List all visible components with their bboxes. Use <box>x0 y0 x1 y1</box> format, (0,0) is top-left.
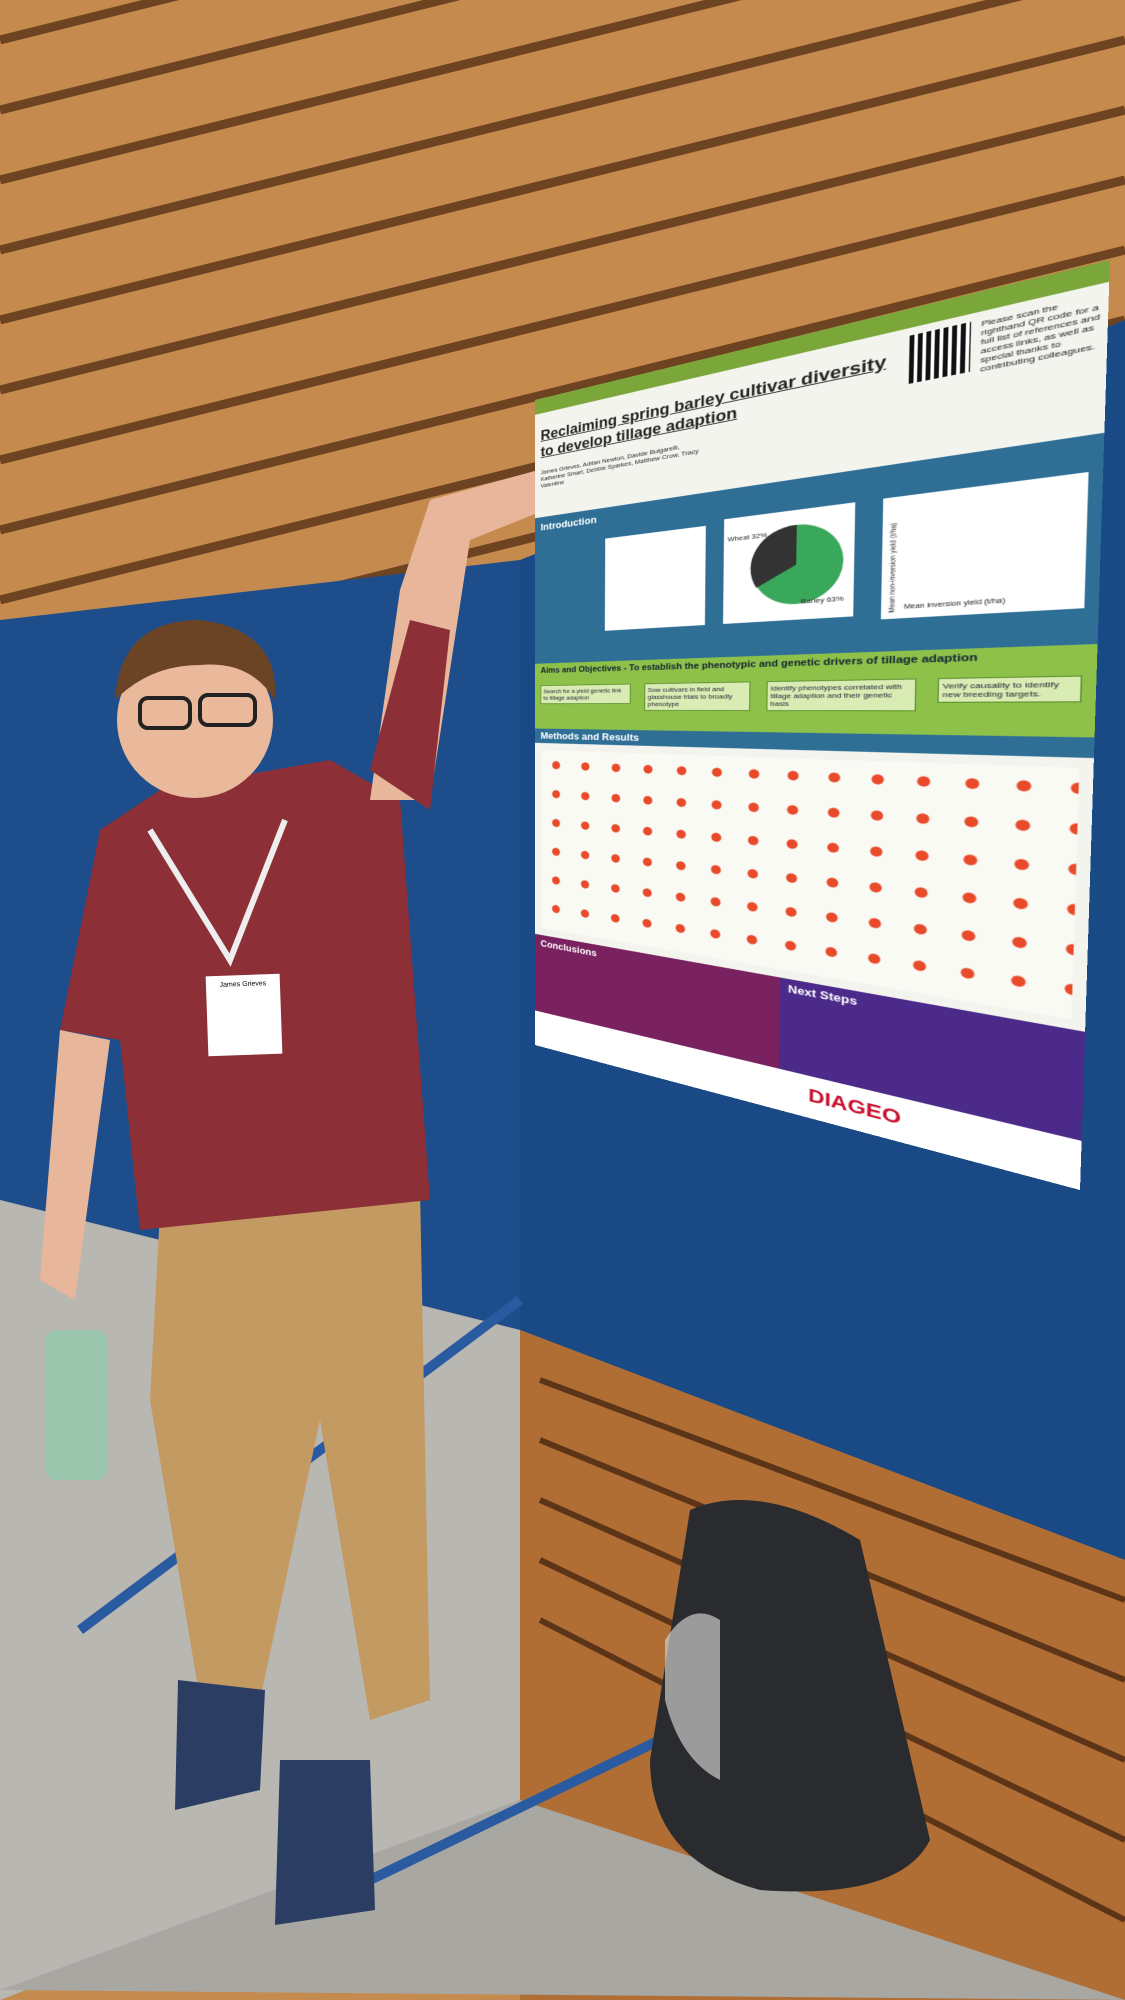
trousers <box>150 1190 430 1720</box>
poster: Reclaiming spring barley cultivar divers… <box>535 259 1110 1191</box>
water-bottle <box>45 1330 107 1480</box>
aim-box: Identify phenotypes correlated with till… <box>766 678 917 712</box>
qr-code <box>908 321 972 384</box>
scatter-panel: Mean inversion yield (t/ha) Mean non-inv… <box>880 471 1089 620</box>
backpack-stripes <box>665 1613 720 1780</box>
aim-box: Sow cultivars in field and glasshouse tr… <box>644 681 751 711</box>
badge-name: James Grieves <box>219 980 267 989</box>
axis-label: Mean non-inversion yield (t/ha) <box>888 522 899 613</box>
shoe <box>275 1760 375 1925</box>
aim-box: Search for a yield genetic link to tilla… <box>540 683 631 705</box>
aim-box: Verify causality to identify new breedin… <box>937 675 1083 703</box>
sleeve <box>370 620 450 810</box>
backpack <box>650 1500 930 1892</box>
shoe <box>175 1680 265 1810</box>
pie-chart <box>750 519 845 608</box>
glasses <box>138 693 257 730</box>
floor-front <box>0 1800 1125 2000</box>
pie-panel: Wheat 32% Barley 63% <box>723 502 856 624</box>
intro-plot <box>604 525 706 631</box>
head <box>117 642 273 798</box>
axis-label: Mean inversion yield (t/ha) <box>903 597 1006 611</box>
hair <box>115 620 276 700</box>
lower-arm <box>40 1030 110 1300</box>
name-badge: James Grieves <box>205 973 283 1057</box>
lanyard <box>147 818 288 967</box>
